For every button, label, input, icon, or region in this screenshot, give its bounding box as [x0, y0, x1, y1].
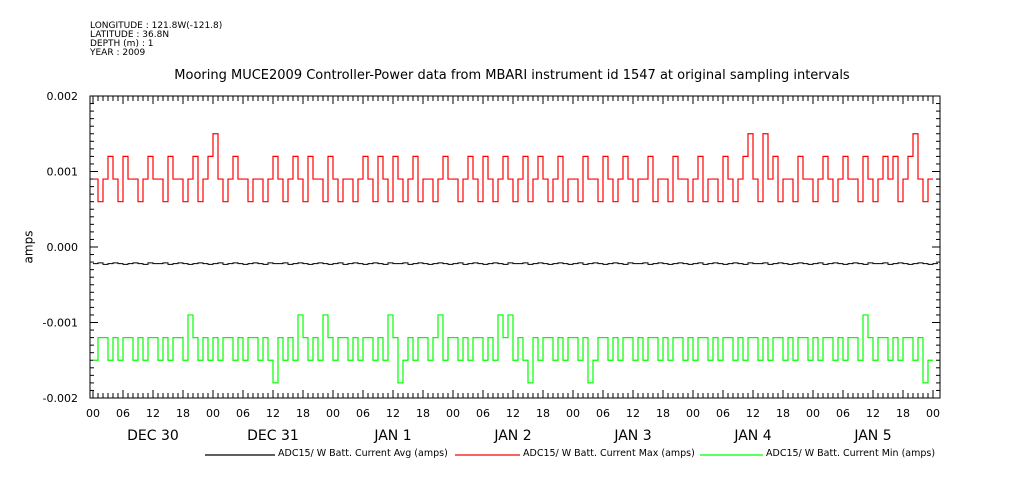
series-line-min [93, 314, 933, 384]
x-tick-label: 00 [206, 407, 220, 420]
x-tick-label: 12 [266, 407, 280, 420]
x-tick-label: 06 [236, 407, 250, 420]
x-tick-label: 18 [536, 407, 550, 420]
x-tick-label: 00 [86, 407, 100, 420]
legend-avg-label: ADC15/ W Batt. Current Avg (amps) [278, 448, 448, 459]
year-label: YEAR : 2009 [90, 48, 146, 58]
x-tick-label: 18 [296, 407, 310, 420]
y-tick-label: -0.002 [43, 392, 78, 405]
date-label: JAN 1 [373, 428, 411, 444]
series-line-avg [93, 262, 938, 265]
x-tick-label: 00 [686, 407, 700, 420]
x-tick-label: 18 [656, 407, 670, 420]
date-label: JAN 2 [493, 428, 531, 444]
y-tick-label: 0.001 [47, 166, 79, 179]
date-label: JAN 5 [853, 428, 891, 444]
x-tick-label: 00 [926, 407, 940, 420]
x-tick-label: 18 [896, 407, 910, 420]
x-tick-label: 00 [566, 407, 580, 420]
longitude-label: LONGITUDE : 121.8W(-121.8) [90, 21, 223, 31]
latitude-label: LATITUDE : 36.8N [90, 30, 170, 40]
x-tick-label: 12 [506, 407, 520, 420]
x-tick-label: 12 [746, 407, 760, 420]
y-tick-label: -0.001 [43, 317, 78, 330]
y-tick-label: 0.000 [47, 241, 79, 254]
date-label: JAN 4 [733, 428, 771, 444]
y-tick-label: 0.002 [47, 90, 79, 103]
depth-label: DEPTH (m) : 1 [90, 39, 154, 49]
x-tick-label: 00 [446, 407, 460, 420]
x-tick-label: 12 [146, 407, 160, 420]
chart-title: Mooring MUCE2009 Controller-Power data f… [174, 68, 850, 83]
date-label: DEC 31 [247, 428, 299, 444]
date-label: DEC 30 [127, 428, 179, 444]
x-tick-label: 12 [866, 407, 880, 420]
x-tick-label: 12 [626, 407, 640, 420]
legend-max-label: ADC15/ W Batt. Current Max (amps) [523, 448, 695, 459]
x-tick-label: 00 [326, 407, 340, 420]
date-label: JAN 3 [613, 428, 651, 444]
series-line-max [93, 133, 933, 203]
x-tick-label: 06 [356, 407, 370, 420]
x-tick-label: 18 [176, 407, 190, 420]
x-tick-label: 18 [776, 407, 790, 420]
x-tick-label: 06 [476, 407, 490, 420]
x-tick-label: 12 [386, 407, 400, 420]
legend-min-label: ADC15/ W Batt. Current Min (amps) [766, 448, 936, 459]
x-tick-label: 06 [716, 407, 730, 420]
x-tick-label: 18 [416, 407, 430, 420]
x-tick-label: 06 [596, 407, 610, 420]
x-tick-label: 00 [806, 407, 820, 420]
x-tick-label: 06 [836, 407, 850, 420]
x-tick-label: 06 [116, 407, 130, 420]
